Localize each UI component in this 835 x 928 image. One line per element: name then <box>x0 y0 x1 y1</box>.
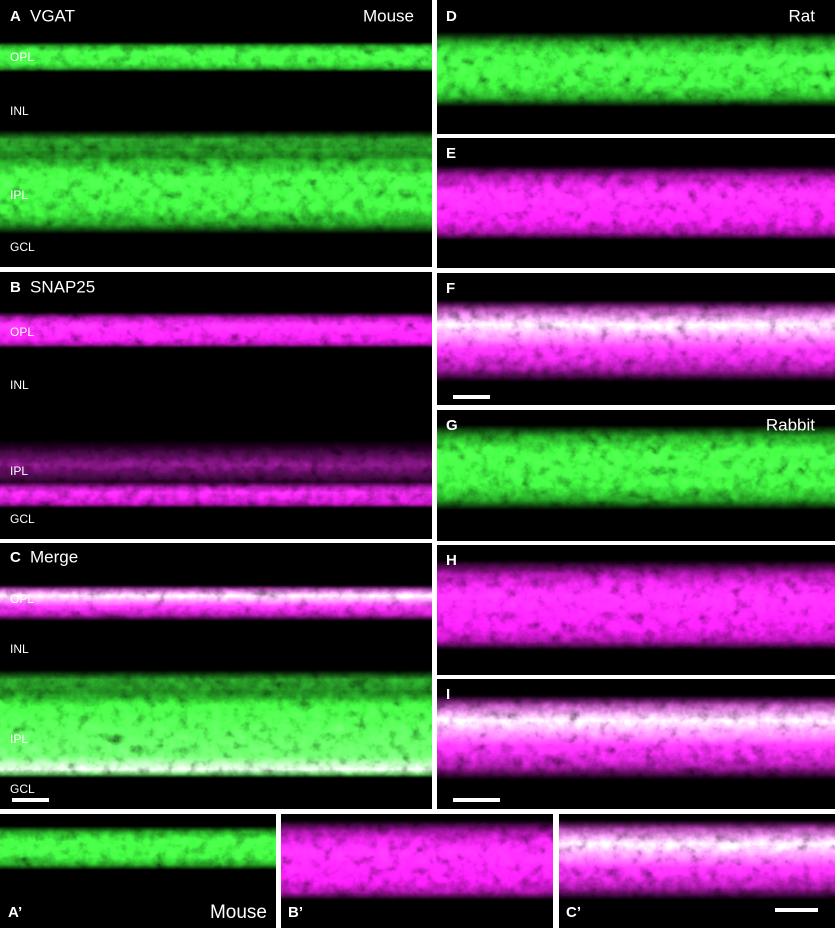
layer-label: GCL <box>10 782 35 796</box>
species-label: Mouse <box>210 902 267 923</box>
marker-label: VGAT <box>30 6 75 25</box>
panel-letter: I <box>446 686 450 703</box>
panel-letter: H <box>446 552 457 569</box>
layer-label: INL <box>10 378 29 392</box>
layer-label: GCL <box>10 240 35 254</box>
layer-label: INL <box>10 642 29 656</box>
layer-label: GCL <box>10 512 35 526</box>
marker-label: SNAP25 <box>30 277 95 296</box>
scale-bars <box>12 395 818 912</box>
marker-label: Merge <box>30 547 78 566</box>
panel-letter: F <box>446 280 455 297</box>
panel-letter: B <box>10 279 21 296</box>
staining <box>0 32 835 900</box>
panel-letter: E <box>446 145 456 162</box>
layer-label: INL <box>10 104 29 118</box>
layer-label: IPL <box>10 188 28 202</box>
panel-letter: D <box>446 8 457 25</box>
panel-letter: B’ <box>288 904 303 921</box>
panel-letter: C <box>10 549 21 566</box>
panel-letter: C’ <box>566 904 581 921</box>
species-label: Rat <box>789 6 816 25</box>
layer-label: OPL <box>10 592 34 606</box>
layer-label: OPL <box>10 50 34 64</box>
species-label: Mouse <box>363 6 414 25</box>
panel-letter: A’ <box>8 904 22 921</box>
species-label: Rabbit <box>766 415 815 434</box>
layer-label: IPL <box>10 732 28 746</box>
panel-letter: G <box>446 417 458 434</box>
layer-label: IPL <box>10 464 28 478</box>
labels: A VGAT Mouse OPL INL IPL GCL B SNAP25 OP… <box>8 6 815 923</box>
layer-label: OPL <box>10 325 34 339</box>
panel-letter: A <box>10 8 21 25</box>
